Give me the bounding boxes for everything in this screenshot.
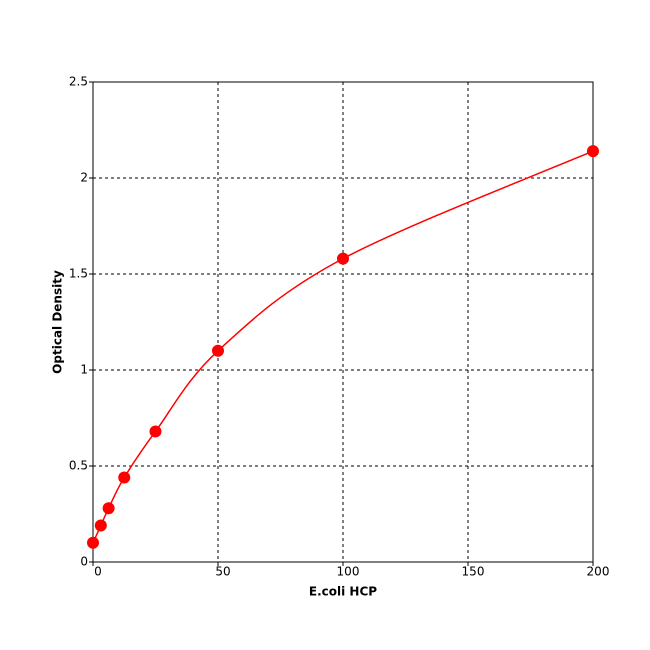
y-tick-label: 2.5 xyxy=(69,75,88,89)
data-point xyxy=(149,425,162,438)
x-tick-label: 200 xyxy=(587,565,610,579)
plot-frame xyxy=(92,81,594,563)
fit-curve xyxy=(92,150,594,544)
data-point xyxy=(94,519,107,532)
y-tick-label: 0 xyxy=(80,555,88,569)
data-point xyxy=(102,502,115,515)
x-tick-label: 150 xyxy=(462,565,485,579)
y-tick-label: 0.5 xyxy=(69,459,88,473)
data-point xyxy=(587,145,599,158)
y-tick-label: 1 xyxy=(80,363,88,377)
y-tick-label: 1.5 xyxy=(69,267,88,281)
data-point xyxy=(337,252,349,265)
data-point xyxy=(118,471,131,484)
data-point xyxy=(212,344,224,357)
y-tick-label: 2 xyxy=(80,171,88,185)
x-tick-label: 0 xyxy=(94,565,102,579)
x-tick-label: 50 xyxy=(215,565,230,579)
data-point xyxy=(87,536,99,549)
x-axis-title: E.coli HCP xyxy=(309,585,377,599)
y-axis-title: Optical Density xyxy=(51,270,65,374)
x-tick-label: 100 xyxy=(337,565,360,579)
